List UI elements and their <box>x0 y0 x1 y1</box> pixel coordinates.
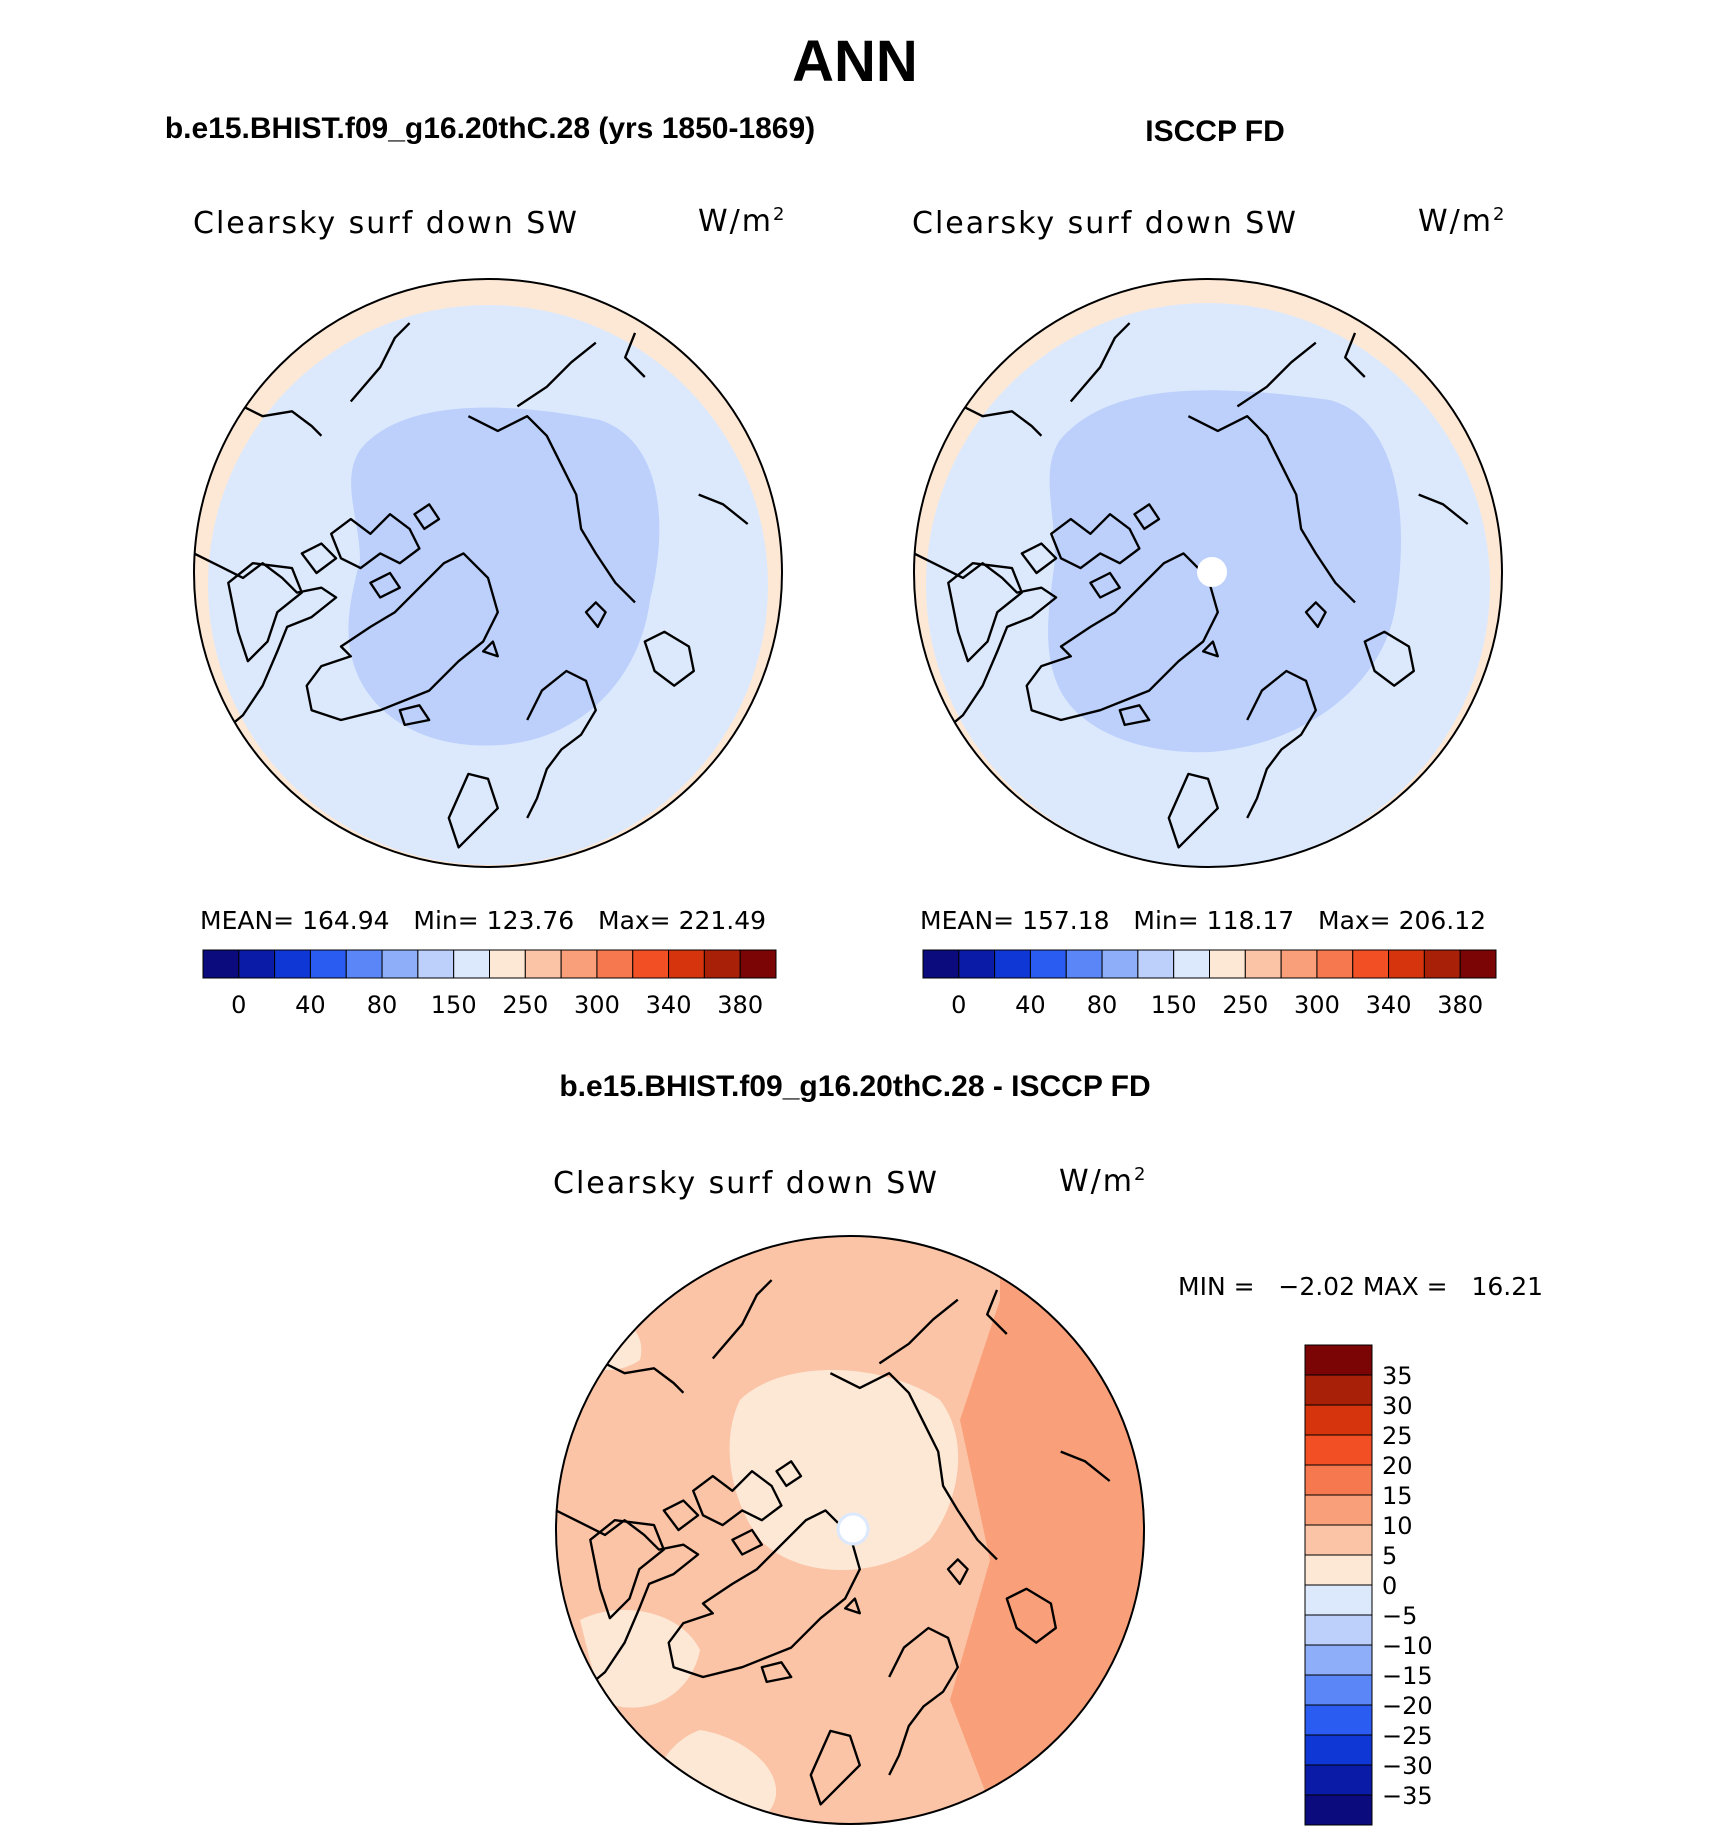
obs-colorbar-swatch <box>1388 949 1425 979</box>
obs-colorbar-swatch <box>994 949 1031 979</box>
diff-colorbar-swatch <box>1304 1524 1373 1556</box>
model-colorbar-tick-label: 250 <box>502 991 548 1019</box>
model-colorbar-tick-label: 40 <box>295 991 326 1019</box>
diff-colorbar-tick-label: 10 <box>1382 1512 1413 1540</box>
model-colorbar-swatch <box>596 949 634 979</box>
diff-colorbar-swatch <box>1304 1554 1373 1586</box>
diff-colorbar-swatch <box>1304 1344 1373 1376</box>
diff-map <box>555 1235 1145 1825</box>
obs-colorbar-swatch <box>1065 949 1103 979</box>
diff-minmax: MIN = −2.02 MAX = 16.21 <box>1178 1272 1544 1301</box>
obs-colorbar-swatch <box>922 949 960 979</box>
obs-colorbar-swatch <box>1137 949 1175 979</box>
diff-colorbar-tick-label: −5 <box>1382 1602 1417 1630</box>
obs-colorbar-tick-label: 340 <box>1366 991 1412 1019</box>
model-colorbar-swatch <box>417 949 455 979</box>
diff-colorbar-swatch <box>1304 1434 1373 1466</box>
obs-colorbar-swatch <box>1029 949 1067 979</box>
model-panel-subtitle: b.e15.BHIST.f09_g16.20thC.28 (yrs 1850-1… <box>164 112 816 145</box>
diff-colorbar-tick-label: −25 <box>1382 1722 1433 1750</box>
obs-panel-subtitle: ISCCP FD <box>1145 115 1285 148</box>
model-colorbar-tick-label: 380 <box>717 991 763 1019</box>
diff-colorbar-tick-label: −35 <box>1382 1782 1433 1810</box>
obs-colorbar-tick-label: 150 <box>1151 991 1197 1019</box>
obs-colorbar-tick-label: 250 <box>1222 991 1268 1019</box>
diff-colorbar-tick-label: 20 <box>1382 1452 1413 1480</box>
model-map <box>193 278 783 868</box>
diff-colorbar-swatch <box>1304 1374 1373 1406</box>
obs-colorbar-tick-label: 0 <box>951 991 966 1019</box>
model-colorbar-swatch <box>345 949 383 979</box>
diff-colorbar-tick-label: 25 <box>1382 1422 1413 1450</box>
model-colorbar-swatch <box>309 949 347 979</box>
obs-colorbar-swatch <box>1101 949 1139 979</box>
diff-units-label: W/m2 <box>1059 1164 1148 1199</box>
obs-map <box>913 278 1503 868</box>
diff-colorbar-swatch <box>1304 1494 1373 1526</box>
diff-colorbar-swatch <box>1304 1764 1373 1796</box>
diff-colorbar-swatch <box>1304 1704 1373 1736</box>
diff-colorbar-tick-label: −10 <box>1382 1632 1433 1660</box>
diff-colorbar-tick-label: −30 <box>1382 1752 1433 1780</box>
diff-colorbar-tick-label: 35 <box>1382 1362 1413 1390</box>
diff-colorbar-tick-label: −20 <box>1382 1692 1433 1720</box>
model-field-label: Clearsky surf down SW <box>193 206 579 241</box>
model-stats: MEAN= 164.94 Min= 123.76 Max= 221.49 <box>200 906 767 935</box>
obs-colorbar-swatch <box>1316 949 1354 979</box>
model-colorbar-swatch <box>202 949 240 979</box>
model-colorbar-swatch <box>524 949 562 979</box>
diff-panel-subtitle: b.e15.BHIST.f09_g16.20thC.28 - ISCCP FD <box>559 1070 1151 1103</box>
obs-colorbar-swatch <box>1209 949 1246 979</box>
model-colorbar-swatch <box>703 949 741 979</box>
obs-colorbar-tick-label: 380 <box>1437 991 1483 1019</box>
obs-colorbar: 0 40 80 150 250 300 340 380 <box>922 949 1497 1019</box>
obs-colorbar-swatch <box>958 949 996 979</box>
diff-colorbar-swatch <box>1304 1734 1373 1766</box>
obs-colorbar-swatch <box>1173 949 1210 979</box>
diff-colorbar-swatch <box>1304 1794 1373 1826</box>
model-colorbar-swatch <box>632 949 670 979</box>
diff-colorbar-swatch <box>1304 1644 1373 1676</box>
obs-colorbar-tick-label: 80 <box>1087 991 1118 1019</box>
obs-colorbar-swatch <box>1352 949 1390 979</box>
model-colorbar-tick-label: 300 <box>574 991 620 1019</box>
model-colorbar-swatch <box>739 949 777 979</box>
diff-colorbar-tick-label: 15 <box>1382 1482 1413 1510</box>
model-colorbar-tick-label: 340 <box>646 991 692 1019</box>
model-colorbar-tick-label: 0 <box>231 991 246 1019</box>
model-colorbar: 0 40 80 150 250 300 340 380 <box>202 949 777 1019</box>
obs-stats: MEAN= 157.18 Min= 118.17 Max= 206.12 <box>920 906 1487 935</box>
obs-colorbar-tick-label: 300 <box>1294 991 1340 1019</box>
diff-field-label: Clearsky surf down SW <box>553 1166 939 1201</box>
diff-colorbar-swatch <box>1304 1404 1373 1436</box>
model-colorbar-swatch <box>274 949 311 979</box>
main-title: ANN <box>792 29 918 94</box>
diff-colorbar-tick-label: 30 <box>1382 1392 1413 1420</box>
model-units-label: W/m2 <box>698 204 787 239</box>
obs-colorbar-swatch <box>1423 949 1461 979</box>
model-colorbar-swatch <box>238 949 276 979</box>
model-colorbar-tick-label: 150 <box>431 991 477 1019</box>
model-colorbar-swatch <box>668 949 705 979</box>
diff-colorbar-swatch <box>1304 1464 1373 1496</box>
model-colorbar-swatch <box>489 949 526 979</box>
model-colorbar-swatch <box>381 949 419 979</box>
obs-field-label: Clearsky surf down SW <box>912 206 1298 241</box>
model-colorbar-swatch <box>453 949 490 979</box>
diff-colorbar-swatch <box>1304 1584 1373 1616</box>
obs-colorbar-tick-label: 40 <box>1015 991 1046 1019</box>
obs-colorbar-swatch <box>1244 949 1282 979</box>
diff-colorbar-tick-label: −15 <box>1382 1662 1433 1690</box>
obs-units-label: W/m2 <box>1418 204 1507 239</box>
diff-colorbar-tick-label: 0 <box>1382 1572 1397 1600</box>
model-colorbar-swatch <box>560 949 598 979</box>
diff-colorbar-tick-label: 5 <box>1382 1542 1397 1570</box>
diff-colorbar-swatch <box>1304 1674 1373 1706</box>
obs-colorbar-swatch <box>1459 949 1497 979</box>
diff-colorbar-swatch <box>1304 1614 1373 1646</box>
obs-colorbar-swatch <box>1280 949 1318 979</box>
model-colorbar-tick-label: 80 <box>367 991 398 1019</box>
